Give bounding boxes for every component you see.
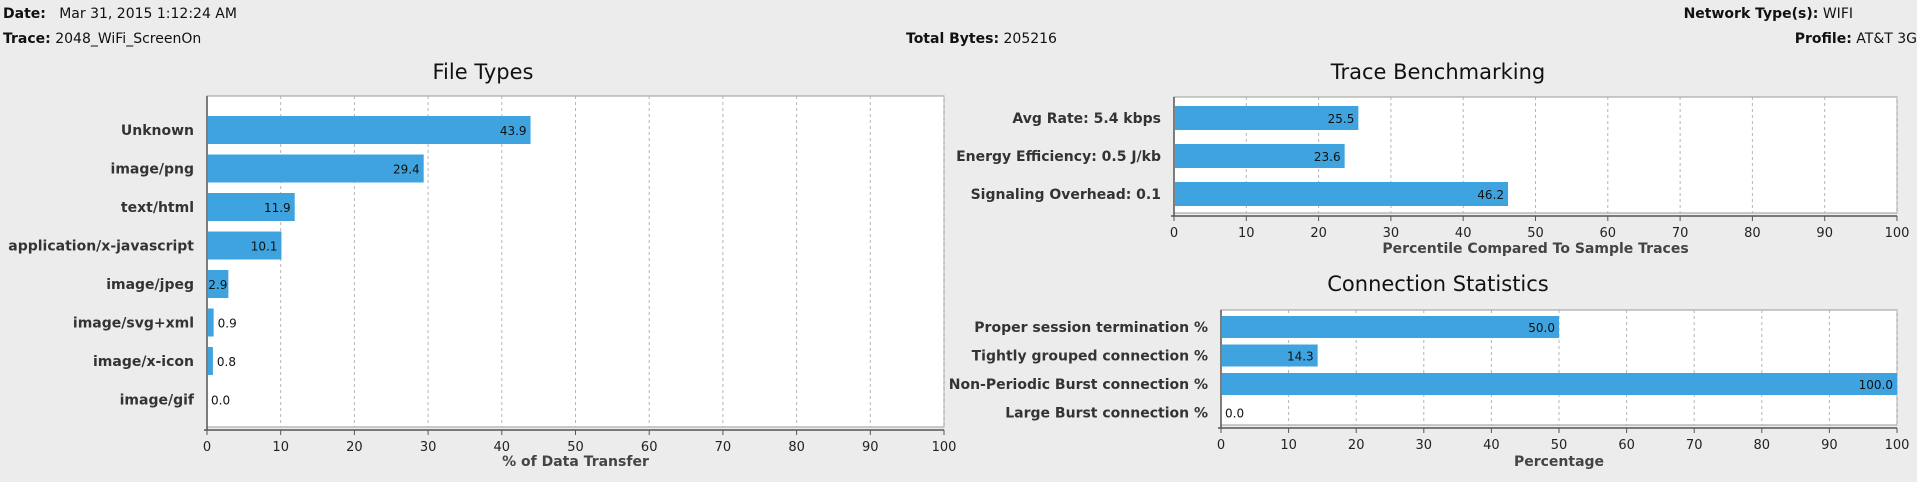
file-types-category-label: image/gif — [120, 393, 195, 409]
file-types-bar — [208, 193, 295, 221]
connection-statistics-value-label: 0.0 — [1225, 407, 1244, 421]
trace-benchmarking-title: Trace Benchmarking — [1330, 60, 1546, 84]
file-types-category-label: image/png — [111, 162, 194, 178]
trace-benchmarking-tick-label: 10 — [1238, 226, 1255, 241]
connection-statistics-tick-label: 80 — [1754, 438, 1771, 453]
trace-benchmarking-tick-label: 50 — [1527, 226, 1544, 241]
trace-benchmarking-tick-label: 40 — [1455, 226, 1472, 241]
trace-benchmarking-value-label: 25.5 — [1328, 112, 1355, 126]
trace-benchmarking-tick-label: 30 — [1383, 226, 1400, 241]
connection-statistics-category-label: Tightly grouped connection % — [972, 349, 1208, 365]
connection-statistics-bar — [1222, 344, 1318, 367]
connection-statistics-tick-label: 90 — [1821, 438, 1838, 453]
file-types-title: File Types — [432, 60, 534, 84]
trace-benchmarking-value-label: 46.2 — [1477, 188, 1504, 202]
connection-statistics-value-label: 14.3 — [1287, 350, 1314, 364]
file-types-tick-label: 50 — [567, 440, 584, 455]
file-types-value-label: 0.0 — [211, 394, 230, 408]
file-types-tick-label: 0 — [203, 440, 211, 455]
total-bytes-row: Total Bytes: 205216 — [906, 31, 1057, 47]
file-types-value-label: 0.8 — [217, 355, 236, 369]
connection-statistics-bar — [1222, 316, 1559, 338]
connection-statistics-tick-label: 60 — [1618, 438, 1635, 453]
connection-statistics-tick-label: 70 — [1686, 438, 1703, 453]
connection-statistics-tick-label: 100 — [1885, 438, 1910, 453]
date-label: Date: — [3, 6, 46, 22]
trace-benchmarking-tick-label: 20 — [1310, 226, 1327, 241]
network-type-value: WIFI — [1822, 6, 1853, 22]
connection-statistics-category-label: Non-Periodic Burst connection % — [949, 377, 1208, 393]
connection-statistics-value-label: 100.0 — [1859, 378, 1893, 392]
file-types-category-label: application/x-javascript — [8, 239, 194, 255]
file-types-bar — [208, 347, 213, 375]
trace-benchmarking-tick-label: 60 — [1600, 226, 1617, 241]
profile-value: AT&T 3G — [1856, 31, 1917, 47]
connection-statistics-tick-label: 30 — [1416, 438, 1433, 453]
connection-statistics-tick-label: 10 — [1280, 438, 1297, 453]
file-types-category-label: image/jpeg — [106, 277, 194, 293]
connection-statistics-category-label: Large Burst connection % — [1005, 406, 1208, 422]
connection-statistics-tick-label: 40 — [1483, 438, 1500, 453]
connection-statistics-bar — [1222, 373, 1897, 395]
file-types-bar — [208, 270, 229, 298]
connection-statistics-category-label: Proper session termination % — [974, 320, 1208, 336]
connection-statistics-value-label: 50.0 — [1528, 321, 1555, 335]
file-types-value-label: 43.9 — [500, 124, 527, 138]
file-types-tick-label: 30 — [420, 440, 437, 455]
file-types-value-label: 11.9 — [264, 201, 291, 215]
total-bytes-value: 205216 — [1003, 31, 1057, 47]
connection-statistics-tick-label: 0 — [1217, 438, 1225, 453]
trace-benchmarking-tick-label: 0 — [1170, 226, 1178, 241]
file-types-value-label: 10.1 — [251, 240, 278, 254]
file-types-value-label: 0.9 — [218, 317, 237, 331]
trace-benchmarking-category-label: Energy Efficiency: 0.5 J/kb — [956, 149, 1161, 165]
trace-benchmarking-tick-label: 70 — [1672, 226, 1689, 241]
file-types-tick-label: 40 — [494, 440, 511, 455]
total-bytes-label: Total Bytes: — [906, 31, 1000, 47]
date-value: Mar 31, 2015 1:12:24 AM — [59, 6, 237, 22]
trace-benchmarking-tick-label: 80 — [1744, 226, 1761, 241]
trace-row: Trace: 2048_WiFi_ScreenOn — [3, 31, 201, 47]
trace-benchmarking-bar — [1175, 106, 1359, 130]
trace-benchmarking-x-label: Percentile Compared To Sample Traces — [1382, 241, 1688, 257]
connection-statistics-tick-label: 20 — [1348, 438, 1365, 453]
file-types-bar — [208, 231, 282, 260]
trace-benchmarking-value-label: 23.6 — [1314, 150, 1341, 164]
file-types-tick-label: 20 — [346, 440, 363, 455]
file-types-tick-label: 100 — [932, 440, 957, 455]
file-types-tick-label: 80 — [788, 440, 805, 455]
network-type-row: Network Type(s): WIFI — [1684, 6, 1853, 22]
profile-row: Profile: AT&T 3G — [1795, 31, 1917, 47]
file-types-x-label: % of Data Transfer — [502, 454, 649, 470]
file-types-value-label: 2.9 — [208, 278, 227, 292]
file-types-tick-label: 10 — [272, 440, 289, 455]
file-types-tick-label: 60 — [641, 440, 658, 455]
file-types-bar — [208, 308, 214, 337]
trace-benchmarking-category-label: Signaling Overhead: 0.1 — [971, 187, 1161, 203]
file-types-category-label: Unknown — [121, 123, 194, 139]
profile-label: Profile: — [1794, 31, 1852, 47]
file-types-tick-label: 90 — [862, 440, 879, 455]
trace-label: Trace: — [3, 31, 51, 47]
connection-statistics-title: Connection Statistics — [1327, 272, 1549, 296]
trace-benchmarking-tick-label: 100 — [1885, 226, 1910, 241]
date-row: Date: Mar 31, 2015 1:12:24 AM — [3, 6, 237, 22]
file-types-category-label: image/svg+xml — [73, 316, 194, 332]
trace-benchmarking-category-label: Avg Rate: 5.4 kbps — [1012, 111, 1161, 127]
trace-benchmarking-bar — [1175, 182, 1509, 206]
trace-benchmarking-bar — [1175, 144, 1345, 168]
file-types-tick-label: 70 — [715, 440, 732, 455]
file-types-value-label: 29.4 — [393, 163, 420, 177]
connection-statistics-x-label: Percentage — [1514, 454, 1604, 470]
file-types-bar — [208, 154, 424, 183]
file-types-category-label: text/html — [121, 200, 194, 216]
file-types-bar — [208, 116, 531, 144]
file-types-category-label: image/x-icon — [93, 354, 194, 370]
network-type-label: Network Type(s): — [1683, 6, 1819, 22]
connection-statistics-tick-label: 50 — [1551, 438, 1568, 453]
trace-value: 2048_WiFi_ScreenOn — [55, 31, 202, 47]
trace-benchmarking-tick-label: 90 — [1816, 226, 1833, 241]
